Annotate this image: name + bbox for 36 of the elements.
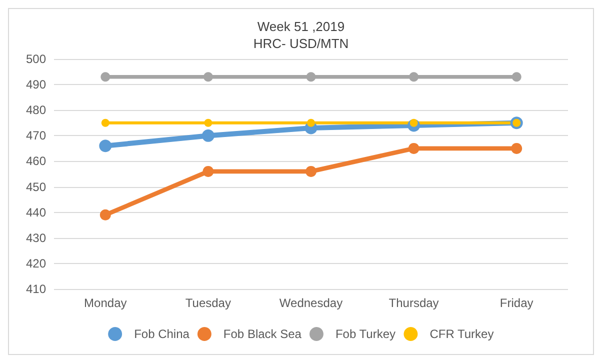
point (306, 72, 316, 82)
point (512, 72, 522, 82)
point (99, 140, 112, 152)
chart-title: Week 51 ,2019 (257, 19, 345, 34)
x-tick-label: Wednesday (279, 296, 343, 310)
y-tick-label: 450 (26, 180, 46, 194)
legend-label: Fob China (134, 327, 190, 341)
y-tick-label: 490 (26, 78, 46, 92)
point (511, 142, 522, 154)
point (409, 72, 419, 82)
y-tick-label: 440 (26, 205, 46, 220)
point (203, 72, 213, 82)
point (202, 129, 214, 142)
y-tick-label: 430 (26, 230, 46, 245)
y-tick-label: 500 (26, 52, 46, 66)
x-tick-label: Friday (500, 296, 534, 310)
point (100, 72, 110, 82)
point (202, 166, 214, 177)
legend-label: CFR Turkey (430, 327, 494, 341)
point (101, 118, 110, 127)
legend-label: Fob Black Sea (223, 327, 302, 341)
x-tick-label: Tuesday (185, 296, 231, 310)
y-tick-label: 420 (26, 256, 46, 270)
point (408, 142, 420, 154)
legend-label: Fob Turkey (335, 327, 396, 341)
point (100, 209, 111, 220)
x-tick-label: Monday (84, 296, 127, 310)
point (204, 118, 212, 127)
point (307, 118, 315, 127)
chart-subtitle: HRC- USD/MTN (253, 36, 349, 51)
y-tick-label: 460 (26, 154, 46, 168)
x-tick-label: Thursday (388, 296, 439, 310)
y-tick-label: 480 (26, 103, 46, 118)
y-tick-label: 410 (26, 282, 46, 296)
y-tick-label: 470 (26, 128, 46, 143)
point (306, 166, 316, 177)
